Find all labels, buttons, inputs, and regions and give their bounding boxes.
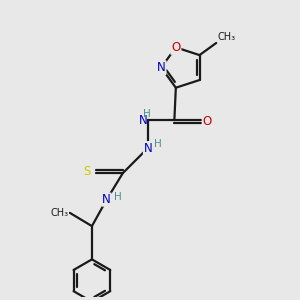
Text: CH₃: CH₃: [50, 208, 68, 218]
Text: N: N: [139, 114, 148, 127]
Text: N: N: [102, 193, 111, 206]
Text: O: O: [203, 115, 212, 128]
Text: H: H: [154, 139, 162, 149]
Text: N: N: [143, 142, 152, 154]
Text: S: S: [84, 165, 91, 178]
Text: H: H: [142, 109, 150, 118]
Text: H: H: [114, 192, 122, 202]
Text: CH₃: CH₃: [218, 32, 236, 41]
Text: O: O: [171, 41, 181, 54]
Text: N: N: [157, 61, 166, 74]
